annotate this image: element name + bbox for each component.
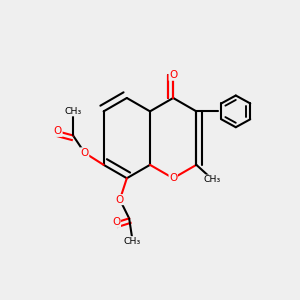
Text: CH₃: CH₃ (124, 237, 141, 246)
Text: O: O (116, 195, 124, 205)
Text: O: O (80, 148, 89, 158)
Text: O: O (169, 173, 177, 183)
Text: O: O (54, 126, 62, 136)
Text: O: O (112, 218, 121, 227)
Text: CH₃: CH₃ (204, 175, 221, 184)
Text: O: O (169, 70, 177, 80)
Text: CH₃: CH₃ (64, 107, 82, 116)
